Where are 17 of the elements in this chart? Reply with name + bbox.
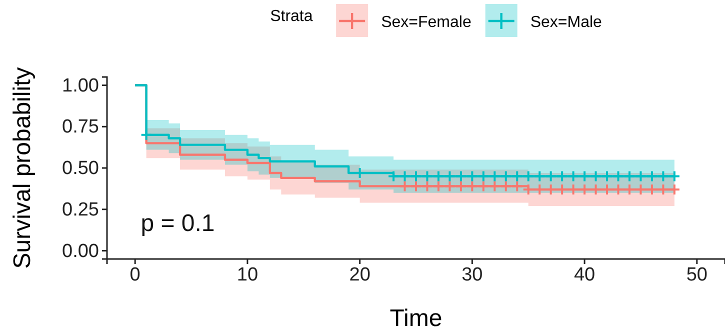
x-tick-label: 30 <box>462 264 483 286</box>
y-axis-title: Survival probability <box>9 67 36 269</box>
x-tick-label: 40 <box>574 264 596 286</box>
legend-label: Sex=Female <box>381 14 472 31</box>
y-tick-label: 1.00 <box>62 75 99 96</box>
y-tick-label: 0.00 <box>62 240 99 262</box>
y-tick-label: 0.75 <box>62 116 99 138</box>
x-tick-label: 10 <box>236 264 258 286</box>
legend-title: Strata <box>270 8 313 25</box>
legend-label: Sex=Male <box>530 14 602 31</box>
x-axis-title: Time <box>390 305 442 332</box>
annotation: p = 0.1 <box>140 210 215 237</box>
y-tick-label: 0.50 <box>62 158 99 180</box>
x-tick-label: 20 <box>349 264 370 286</box>
x-tick-label: 0 <box>130 264 140 286</box>
y-tick-label: 0.25 <box>62 199 99 220</box>
x-tick-label: 50 <box>686 264 708 286</box>
